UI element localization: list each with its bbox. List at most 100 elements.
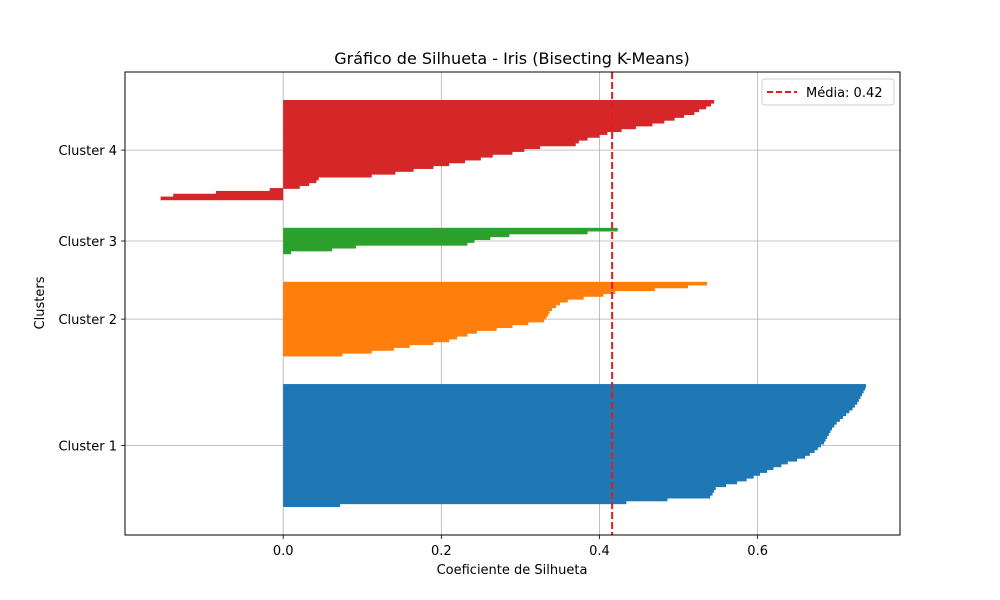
silhouette-bar: [283, 392, 863, 397]
silhouette-bar: [283, 452, 810, 456]
cluster-bars: [283, 227, 618, 255]
cluster-bars: [283, 384, 866, 507]
silhouette-bar: [283, 108, 700, 113]
silhouette-bar: [283, 125, 636, 130]
silhouette-bar: [283, 463, 782, 468]
silhouette-bar: [283, 500, 627, 505]
silhouette-bar: [283, 480, 738, 485]
silhouette-bar: [283, 384, 866, 388]
cluster-bars: [283, 281, 708, 357]
silhouette-bar: [283, 429, 831, 434]
legend-box: [761, 78, 895, 106]
silhouette-bar: [283, 344, 410, 348]
silhouette-bar: [283, 298, 568, 303]
silhouette-bar: [283, 494, 711, 499]
y-tick-label: Cluster 1: [58, 440, 117, 455]
silhouette-bar: [283, 398, 859, 402]
y-tick-label: Cluster 2: [58, 313, 117, 328]
silhouette-bar: [283, 440, 825, 445]
silhouette-bar: [283, 503, 341, 507]
silhouette-bar: [283, 176, 319, 181]
silhouette-bar: [283, 250, 292, 255]
silhouette-bar: [283, 304, 556, 309]
silhouette-bar: [283, 435, 828, 439]
x-axis-label: Coeficiente de Silhueta: [437, 563, 588, 578]
silhouette-bar: [283, 426, 832, 431]
y-tick-label: Cluster 3: [58, 235, 117, 250]
silhouette-bar: [283, 315, 547, 320]
silhouette-bar: [283, 401, 858, 405]
silhouette-bar: [283, 165, 434, 169]
silhouette-bar: [283, 227, 618, 232]
silhouette-bar: [283, 438, 826, 442]
silhouette-bar: [283, 136, 588, 141]
silhouette-bar: [283, 162, 450, 167]
silhouette-bar: [283, 128, 622, 133]
silhouette-bar: [283, 117, 675, 121]
x-tick-label: 0.0: [273, 544, 294, 559]
silhouette-bar: [283, 313, 549, 317]
silhouette-bar: [283, 412, 847, 417]
silhouette-bar: [283, 307, 553, 312]
silhouette-bar: [283, 321, 529, 326]
silhouette-bar: [283, 102, 711, 107]
silhouette-bar: [283, 242, 468, 246]
silhouette-bar: [283, 100, 715, 104]
silhouette-bar: [283, 446, 818, 451]
silhouette-bar: [283, 153, 493, 158]
silhouette-bar: [283, 386, 866, 391]
silhouette-bar: [283, 310, 550, 314]
silhouette-bar: [283, 151, 513, 155]
silhouette-bar: [283, 474, 754, 479]
y-tick-label: Cluster 4: [58, 144, 117, 159]
chart-title: Gráfico de Silhueta - Iris (Bisecting K-…: [334, 49, 689, 68]
silhouette-bar: [283, 159, 466, 164]
silhouette-bar: [283, 457, 798, 462]
legend-mean-label: Média: 0.42: [806, 86, 883, 101]
silhouette-bar: [283, 295, 584, 300]
silhouette-bar: [283, 281, 708, 286]
silhouette-bar: [283, 293, 604, 297]
silhouette-bar: [283, 395, 861, 400]
silhouette-bar: [283, 332, 468, 337]
silhouette-bar: [215, 190, 284, 195]
silhouette-bar: [283, 111, 695, 116]
silhouette-bar: [283, 236, 491, 240]
silhouette-bar: [283, 230, 588, 235]
silhouette-bar: [283, 287, 655, 292]
silhouette-bar: [283, 443, 821, 448]
silhouette-bar: [283, 156, 481, 161]
silhouette-bar: [283, 418, 840, 422]
x-axis-ticks: 0.0 0.2 0.4 0.6: [273, 535, 768, 559]
silhouette-bar: [283, 168, 414, 172]
silhouette-bar: [283, 432, 829, 436]
silhouette-bar: [283, 114, 685, 118]
silhouette-bar: [283, 455, 806, 459]
silhouette-bar: [283, 415, 844, 419]
silhouette-bar: [283, 469, 768, 473]
silhouette-bar: [283, 145, 541, 150]
silhouette-bar: [283, 330, 477, 334]
silhouette-bar: [283, 409, 850, 414]
silhouette-bar: [283, 423, 835, 428]
silhouette-bar: [283, 122, 653, 127]
silhouette-bar: [283, 347, 394, 351]
silhouette-bar: [283, 497, 668, 502]
x-tick-label: 0.4: [589, 544, 610, 559]
silhouette-bar: [283, 131, 608, 135]
silhouette-bar: [283, 341, 434, 346]
silhouette-bar: [283, 244, 356, 249]
silhouette-bar: [283, 483, 727, 488]
silhouette-bar: [283, 173, 372, 178]
silhouette-bars: [160, 100, 866, 507]
cluster-bars: [160, 100, 715, 201]
silhouette-bar: [283, 119, 665, 124]
silhouette-bar: [283, 239, 475, 243]
y-axis-ticks: Cluster 1 Cluster 2 Cluster 3 Cluster 4: [58, 144, 125, 455]
silhouette-bar: [283, 148, 525, 152]
silhouette-bar: [283, 318, 545, 323]
x-tick-label: 0.2: [431, 544, 452, 559]
silhouette-bar: [283, 335, 458, 340]
silhouette-bar: [283, 179, 317, 184]
